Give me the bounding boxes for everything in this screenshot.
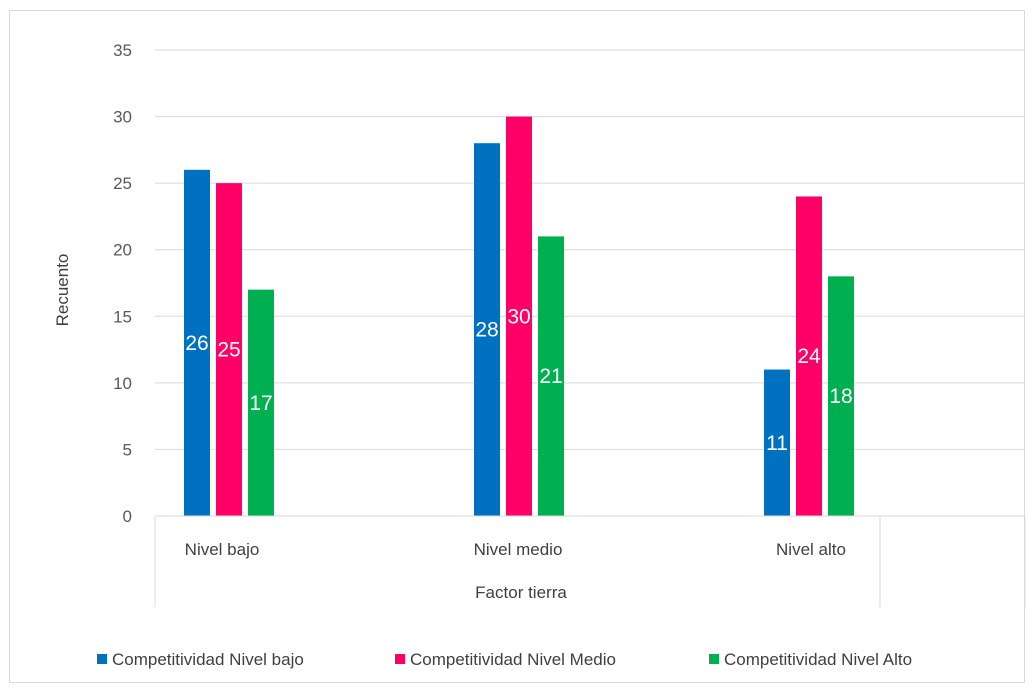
bar — [796, 196, 822, 516]
data-label: 30 — [507, 305, 530, 328]
data-label: 25 — [217, 339, 240, 362]
bar — [216, 183, 242, 516]
x-axis-title: Factor tierra — [475, 583, 567, 602]
legend-swatch — [395, 654, 405, 664]
y-tick-label: 25 — [113, 174, 132, 193]
bar — [764, 369, 790, 516]
y-tick-label: 35 — [113, 41, 132, 60]
legend-swatch — [709, 654, 719, 664]
x-tick-label: Nivel bajo — [185, 540, 260, 559]
y-tick-label: 10 — [113, 374, 132, 393]
data-label: 18 — [829, 385, 852, 408]
y-tick-label: 30 — [113, 108, 132, 127]
y-tick-label: 20 — [113, 241, 132, 260]
y-axis-title: Recuento — [53, 254, 72, 327]
legend-label: Competitividad Nivel Medio — [410, 650, 616, 669]
bars — [184, 116, 854, 517]
data-label: 28 — [475, 319, 498, 342]
x-axis: Nivel bajo Nivel medio Nivel alto — [154, 515, 1026, 607]
legend-label: Competitividad Nivel Alto — [724, 650, 912, 669]
bar — [538, 236, 564, 516]
y-tick-label: 5 — [123, 440, 132, 459]
gridlines — [155, 49, 1025, 450]
bar — [506, 116, 532, 517]
bar — [248, 289, 274, 516]
y-tick-label: 15 — [113, 307, 132, 326]
bar — [184, 169, 210, 517]
legend-swatch — [97, 654, 107, 664]
data-label: 17 — [249, 392, 272, 415]
data-labels: 26 25 17 28 30 21 11 24 18 — [185, 305, 852, 454]
x-tick-label: Nivel medio — [474, 540, 563, 559]
y-axis-ticks: 0 5 10 15 20 25 30 35 — [113, 41, 132, 526]
bar — [474, 143, 500, 516]
x-tick-label: Nivel alto — [776, 540, 846, 559]
data-label: 24 — [797, 345, 821, 368]
legend: Competitividad Nivel bajo Competitividad … — [97, 650, 912, 669]
y-tick-label: 0 — [123, 507, 132, 526]
data-label: 11 — [766, 432, 788, 455]
legend-label: Competitividad Nivel bajo — [112, 650, 304, 669]
data-label: 26 — [185, 332, 208, 355]
data-label: 21 — [539, 365, 562, 388]
bar — [828, 276, 854, 516]
